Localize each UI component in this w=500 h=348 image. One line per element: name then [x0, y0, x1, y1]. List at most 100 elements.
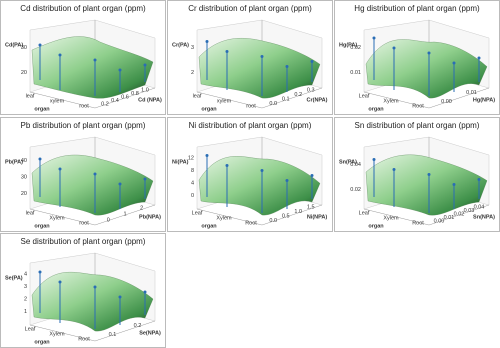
data-point [118, 295, 122, 299]
x-tick-label: 0.1 [282, 97, 290, 103]
organ-tick-label: leaf [26, 210, 35, 216]
x-tick-label: 1 [123, 211, 126, 217]
x-tick-label: 0.02 [454, 211, 465, 217]
z-axis-label: Hg(PA) [339, 42, 357, 48]
organ-axis-label: organ [201, 223, 217, 229]
z-tick-label: 0.01 [350, 70, 361, 76]
x-tick-label: 0.00 [434, 219, 445, 225]
organ-tick-label: Xylem [49, 215, 65, 221]
surface [365, 154, 488, 216]
z-tick-label: 1 [24, 309, 27, 315]
organ-tick-label: Xylem [383, 215, 399, 221]
panel-title: Hg distribution of plant organ (ppm) [354, 4, 480, 13]
x-axis-label: Sn(NPA) [473, 214, 495, 220]
data-point [93, 285, 97, 289]
z-tick-label: 8 [191, 168, 194, 174]
organ-tick-label: Leaf [359, 210, 370, 216]
data-point [427, 51, 431, 55]
x-tick-label: 0.4 [111, 98, 119, 104]
data-point [310, 60, 314, 63]
data-point [58, 53, 62, 57]
organ-tick-label: root [79, 103, 89, 109]
x-tick-label: 0.04 [474, 204, 485, 210]
data-point [260, 169, 264, 172]
x-tick-label: 0.01 [466, 90, 477, 96]
data-point [392, 168, 396, 171]
z-tick-label: 40 [21, 158, 27, 164]
z-tick-label: 0.04 [350, 162, 361, 168]
x-tick-label: 0.0 [269, 218, 277, 224]
organ-axis-label: organ [368, 223, 384, 229]
organ-tick-label: Leaf [192, 210, 203, 216]
x-tick-label: 0.5 [282, 214, 290, 220]
x-axis-label: Ni(NPA) [307, 214, 328, 220]
data-point [58, 280, 62, 284]
data-point [477, 56, 481, 60]
data-point [205, 154, 209, 157]
x-tick-label: 0.6 [121, 94, 129, 100]
x-tick-label: 0.0 [269, 101, 277, 107]
organ-tick-label: Root [245, 220, 257, 226]
data-point [452, 183, 456, 186]
data-point [118, 68, 122, 72]
organ-axis-label: organ [34, 106, 50, 112]
x-tick-label: 0 [107, 217, 110, 223]
z-tick-label: 4 [24, 272, 27, 278]
x-axis-label: Hg(NPA) [473, 97, 495, 103]
panel-title: Cd distribution of plant organ (ppm) [20, 4, 146, 13]
x-tick-label: 0.8 [131, 91, 139, 97]
panel: Ni distribution of plant organ (ppm) Ni(P… [167, 117, 333, 232]
organ-tick-label: xylem [50, 98, 65, 104]
data-point [93, 58, 97, 62]
panel: Pb distribution of plant organ (ppm) Pb(P… [0, 117, 166, 232]
data-point [143, 290, 147, 294]
organ-tick-label: Root [412, 220, 424, 226]
z-tick-label: 0.02 [350, 187, 361, 193]
x-tick-label: 0.00 [441, 99, 452, 105]
data-point [372, 158, 376, 161]
x-tick-label: 0.2 [134, 323, 142, 329]
panel: Hg distribution of plant organ (ppm) Hg(P… [334, 0, 500, 115]
data-point [260, 55, 264, 58]
surface [31, 272, 154, 332]
data-point [427, 173, 431, 176]
organ-tick-label: root [79, 220, 89, 226]
x-tick-label: 0.2 [294, 92, 302, 98]
z-tick-label: 30 [21, 45, 27, 51]
organ-tick-label: Leaf [359, 93, 370, 99]
organ-tick-label: Root [412, 103, 424, 109]
panel: Sn distribution of plant organ (ppm) Sn(P… [334, 117, 500, 232]
data-point [38, 43, 42, 47]
organ-axis-label: organ [201, 106, 217, 112]
z-axis-label: Cd(PA) [5, 42, 23, 48]
z-axis-label: Ni(PA) [172, 159, 189, 165]
panel-title: Cr distribution of plant organ (ppm) [188, 4, 312, 13]
panel-title: Se distribution of plant organ (ppm) [21, 237, 146, 246]
z-tick-label: 20 [21, 191, 27, 197]
data-point [118, 182, 122, 186]
data-point [93, 172, 97, 176]
z-tick-label: 3 [24, 284, 27, 290]
surface [198, 156, 321, 216]
data-point [477, 178, 481, 181]
x-tick-label: 2 [140, 205, 143, 211]
z-tick-label: 20 [21, 70, 27, 76]
x-axis-label: Cd (NPA) [138, 97, 162, 103]
z-tick-label: 0 [191, 193, 194, 199]
z-axis-label: Pb(PA) [5, 159, 23, 165]
organ-tick-label: Leaf [25, 326, 36, 332]
z-tick-label: 0.02 [350, 45, 361, 51]
panel: Se distribution of plant organ (ppm) Se(P… [0, 233, 166, 348]
panel: Cd distribution of plant organ (ppm) Cd(P… [0, 0, 166, 115]
data-point [143, 63, 147, 67]
data-point [392, 46, 396, 50]
organ-tick-label: Xylem [383, 98, 399, 104]
data-point [143, 177, 147, 181]
surface [365, 39, 488, 99]
x-tick-label: 0.1 [109, 332, 117, 338]
panel-title: Pb distribution of plant organ (ppm) [21, 121, 146, 130]
data-point [225, 164, 229, 167]
data-point [205, 40, 209, 43]
data-point [38, 157, 42, 161]
organ-tick-label: Xylem [49, 331, 65, 337]
